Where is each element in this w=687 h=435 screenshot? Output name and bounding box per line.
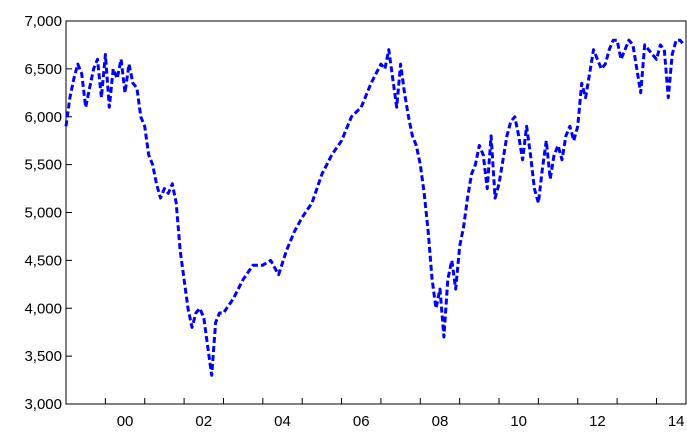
- y-tick-label: 5,000: [24, 205, 62, 222]
- y-tick-label: 3,500: [24, 348, 62, 365]
- y-tick-label: 7,000: [24, 13, 62, 30]
- y-tick-label: 6,500: [24, 61, 62, 78]
- x-tick-label: 12: [589, 413, 606, 430]
- plot-frame: [65, 20, 687, 405]
- y-tick-label: 3,000: [24, 396, 62, 413]
- y-tick-label: 5,500: [24, 157, 62, 174]
- x-tick-label: 06: [353, 413, 370, 430]
- series-layer: [64, 38, 686, 377]
- x-tick-label: 02: [195, 413, 212, 430]
- x-tick-label: 04: [274, 413, 291, 430]
- y-tick-label: 6,000: [24, 109, 62, 126]
- y-tick-label: 4,500: [24, 252, 62, 269]
- x-tick-label: 00: [117, 413, 134, 430]
- x-tick-label: 10: [510, 413, 527, 430]
- axes: 3,000 3,500 4,000 4,500 5,000 5,500 6,000 6,500…: [24, 13, 687, 430]
- x-tick-label: 08: [432, 413, 449, 430]
- x-tick-label: 14: [668, 413, 685, 430]
- series-line-0: [64, 38, 686, 377]
- y-tick-label: 4,000: [24, 300, 62, 317]
